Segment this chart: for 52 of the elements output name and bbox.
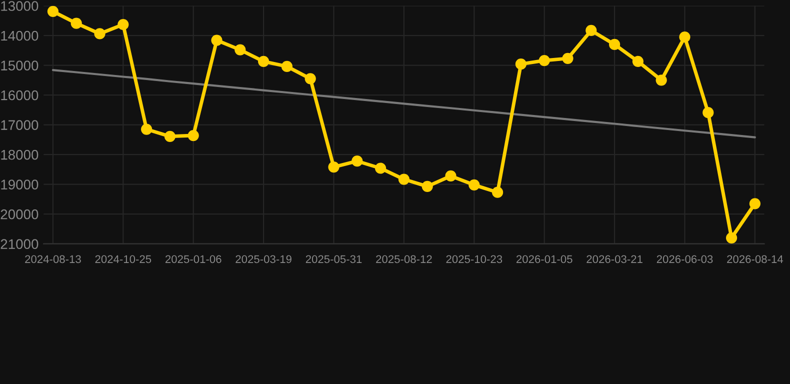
point [515,58,527,70]
point [281,60,293,72]
point [749,198,760,210]
point [679,31,690,43]
x-tick-label: 2026-01-05 [516,255,572,264]
y-tick-label: 15000 [1,60,38,70]
y-tick-label: 14000 [1,30,38,41]
point [468,179,480,190]
point [258,56,270,67]
x-tick-label: 2025-01-06 [166,255,222,264]
x-tick-label: 2025-08-12 [376,255,432,264]
point [164,130,176,142]
y-tick-label: 13000 [1,1,38,11]
x-tick-label: 2026-06-03 [656,255,713,264]
point [492,186,504,198]
x-tick-label: 2024-08-13 [25,255,81,264]
x-tick-label: 2026-03-21 [586,255,642,264]
point [211,34,222,46]
point [445,170,456,182]
point [141,124,152,135]
y-tick-label: 17000 [1,120,38,130]
point [656,74,667,86]
point [304,73,316,84]
x-tick-label: 2025-10-23 [446,255,502,264]
y-tick-label: 20000 [0,209,38,220]
point [398,174,410,185]
point [94,28,106,40]
point [234,44,246,56]
point [702,107,714,118]
point [422,180,433,192]
point [608,38,620,50]
point [632,56,644,67]
x-tick-label: 2024-10-25 [95,255,152,264]
x-tick-label: 2026-08-14 [727,255,784,264]
y-tick-label: 21000 [0,239,38,250]
point [188,130,199,142]
point [352,156,363,167]
y-tick-label: 19000 [1,180,38,190]
x-tick-label: 2025-05-31 [306,255,362,264]
point [118,18,129,30]
point [47,6,59,17]
y-tick-label: 16000 [1,90,38,100]
point [70,18,82,29]
point [374,162,386,174]
point [328,162,340,173]
point [586,24,597,36]
line-series [52,68,756,138]
point [726,232,738,244]
point [562,52,574,64]
y-tick-label: 18000 [1,150,38,160]
x-tick-label: 2025-03-19 [236,255,292,264]
point [538,54,550,66]
